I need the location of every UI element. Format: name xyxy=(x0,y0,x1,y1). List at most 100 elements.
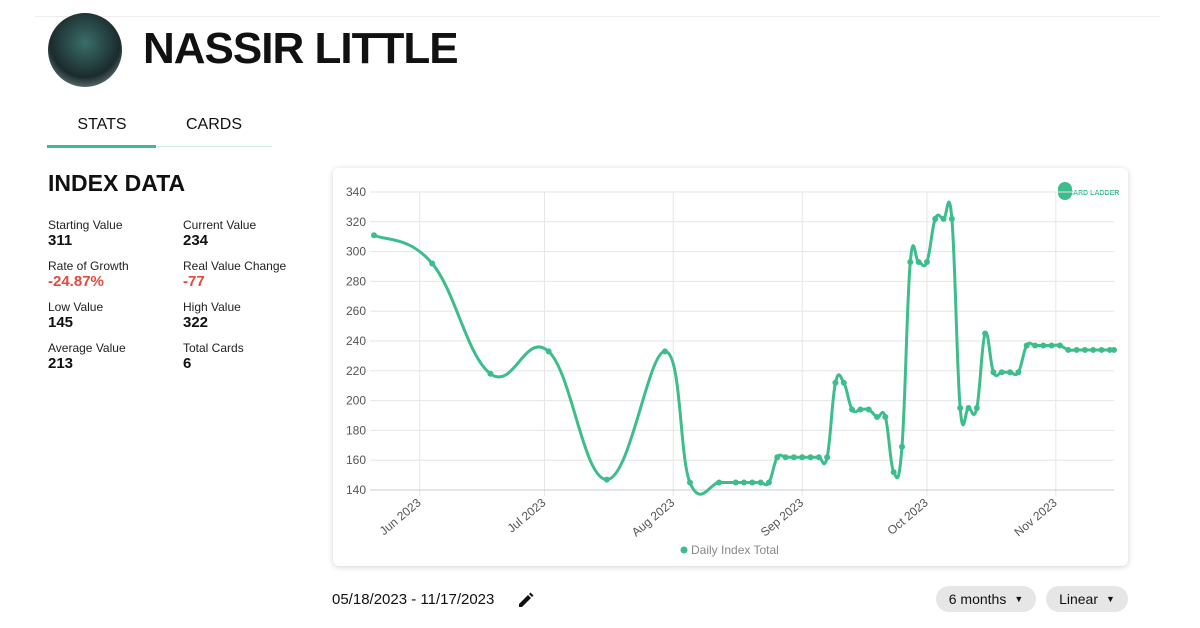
tab-rule xyxy=(47,146,272,147)
legend-swatch xyxy=(680,546,688,554)
data-point xyxy=(749,479,756,486)
y-tick-label: 200 xyxy=(346,394,366,408)
data-point xyxy=(732,479,739,486)
data-point xyxy=(857,406,864,413)
data-point xyxy=(799,454,806,461)
x-tick-label: Jun 2023 xyxy=(377,495,424,538)
data-point xyxy=(915,259,922,266)
data-point xyxy=(849,406,856,413)
stat-value: 145 xyxy=(48,314,74,331)
legend-label: Daily Index Total xyxy=(691,543,779,557)
data-point xyxy=(765,479,772,486)
data-point xyxy=(898,443,905,450)
tab[interactable]: CARDS xyxy=(185,116,242,133)
data-point xyxy=(882,413,889,420)
data-point xyxy=(429,260,436,267)
button-label: 6 months xyxy=(948,591,1007,607)
y-tick-label: 140 xyxy=(346,483,366,497)
stat-label: Rate of Growth xyxy=(48,259,129,273)
data-point xyxy=(890,469,897,476)
date-range: 05/18/2023 - 11/17/2023 xyxy=(332,591,495,608)
data-point xyxy=(1023,342,1030,349)
chart-card xyxy=(333,168,1128,566)
x-tick-label: Aug 2023 xyxy=(629,495,678,539)
data-point xyxy=(757,479,764,486)
logo: CARD LADDER xyxy=(1068,190,1119,197)
data-point xyxy=(932,215,939,222)
edit-icon[interactable] xyxy=(517,591,535,609)
y-tick-label: 300 xyxy=(346,245,366,259)
stat-value: 234 xyxy=(183,232,209,249)
data-point xyxy=(1040,342,1047,349)
data-point xyxy=(840,379,847,386)
stat-label: Low Value xyxy=(48,300,104,314)
data-point xyxy=(998,369,1005,376)
data-point xyxy=(545,348,552,355)
data-point xyxy=(1111,346,1117,353)
data-point xyxy=(686,479,693,486)
x-tick-label: Sep 2023 xyxy=(758,495,807,539)
top-rule xyxy=(35,16,1160,17)
data-point xyxy=(1106,346,1113,353)
data-point xyxy=(741,479,747,486)
data-point xyxy=(782,454,789,461)
data-point xyxy=(957,405,964,412)
y-tick-label: 220 xyxy=(346,364,366,378)
data-point xyxy=(824,454,831,461)
tab-indicator xyxy=(47,145,156,148)
stat-value: 311 xyxy=(48,232,73,249)
stat-label: Current Value xyxy=(183,218,257,232)
stat-value: 6 xyxy=(183,355,192,372)
y-tick-label: 320 xyxy=(346,215,366,229)
data-point xyxy=(948,215,955,222)
data-point xyxy=(487,370,494,377)
data-point xyxy=(874,413,881,420)
data-point xyxy=(982,330,989,337)
range-button[interactable]: 6 months ▼ xyxy=(936,586,1036,612)
y-tick-label: 340 xyxy=(346,185,366,199)
player-name: NASSIR LITTLE xyxy=(143,24,459,73)
data-point xyxy=(1015,369,1022,376)
stat-value: -24.87% xyxy=(48,273,104,290)
stat-label: Total Cards xyxy=(183,341,244,355)
data-point xyxy=(662,348,669,355)
stat-label: Real Value Change xyxy=(183,259,287,273)
x-tick-label: Oct 2023 xyxy=(885,495,932,537)
stat-label: High Value xyxy=(183,300,241,314)
data-point xyxy=(865,406,872,413)
y-tick-label: 180 xyxy=(346,423,366,437)
stat-label: Starting Value xyxy=(48,218,123,232)
data-point xyxy=(716,479,723,486)
data-point xyxy=(973,405,980,412)
stat-label: Average Value xyxy=(48,341,126,355)
tab[interactable]: STATS xyxy=(77,116,127,133)
data-point xyxy=(832,379,839,386)
x-tick-label: Jul 2023 xyxy=(505,495,549,535)
data-point xyxy=(1056,342,1063,349)
button-label: Linear xyxy=(1059,591,1098,607)
data-point xyxy=(940,215,947,222)
data-point xyxy=(815,454,822,461)
data-point xyxy=(1032,342,1039,349)
data-point xyxy=(371,232,377,239)
logo-icon xyxy=(1058,182,1072,200)
data-point xyxy=(907,259,914,266)
stat-value: -77 xyxy=(183,273,205,290)
data-point xyxy=(965,405,972,412)
avatar xyxy=(48,13,122,87)
data-point xyxy=(1065,346,1072,353)
y-tick-label: 160 xyxy=(346,453,366,467)
data-point xyxy=(603,476,610,483)
series-line xyxy=(373,200,1114,496)
stat-value: 322 xyxy=(183,314,209,331)
x-tick-label: Nov 2023 xyxy=(1011,495,1060,539)
data-point xyxy=(990,369,997,376)
section-title: INDEX DATA xyxy=(48,170,186,196)
scale-button[interactable]: Linear ▼ xyxy=(1046,586,1128,612)
data-point xyxy=(774,454,781,461)
data-point xyxy=(1073,346,1080,353)
data-point xyxy=(1048,342,1055,349)
caret: ▼ xyxy=(1106,594,1115,604)
